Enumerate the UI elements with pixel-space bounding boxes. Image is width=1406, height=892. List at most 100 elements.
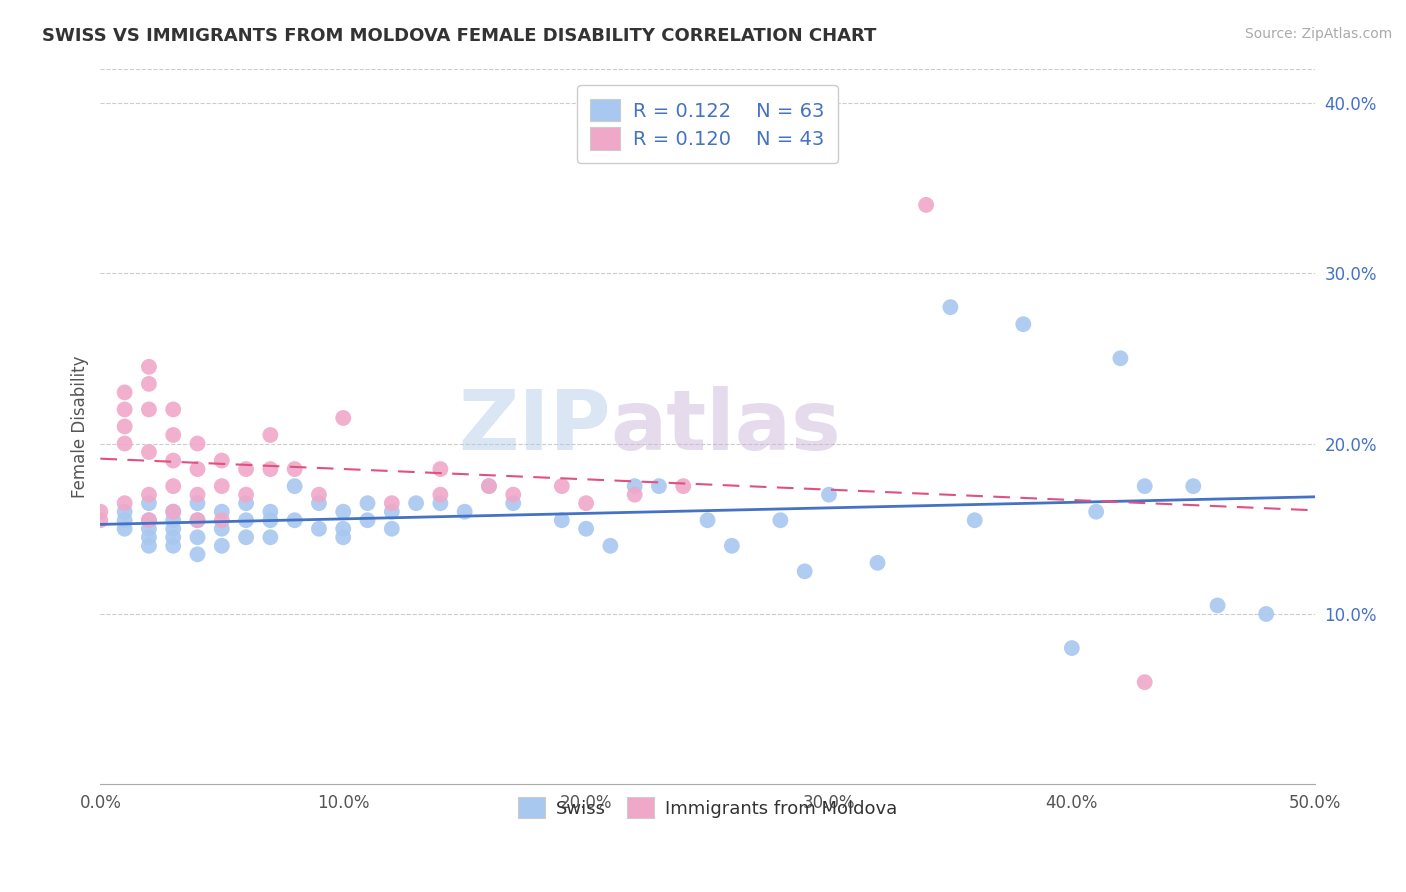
Point <box>114 385 136 400</box>
Point <box>308 522 330 536</box>
Point <box>818 488 841 502</box>
Point <box>186 513 208 527</box>
Point <box>599 539 621 553</box>
Point <box>186 530 208 544</box>
Point <box>332 530 354 544</box>
Point <box>356 496 378 510</box>
Point <box>114 436 136 450</box>
Point <box>502 496 524 510</box>
Point <box>186 513 208 527</box>
Point <box>1085 505 1108 519</box>
Point <box>1256 607 1278 621</box>
Point <box>332 522 354 536</box>
Point <box>939 300 962 314</box>
Point <box>114 402 136 417</box>
Point <box>162 513 184 527</box>
Point <box>211 479 233 493</box>
Point <box>1060 641 1083 656</box>
Point <box>478 479 501 493</box>
Point <box>696 513 718 527</box>
Point <box>623 479 645 493</box>
Point <box>235 488 257 502</box>
Point <box>162 505 184 519</box>
Point <box>429 488 451 502</box>
Point <box>284 513 307 527</box>
Point <box>259 530 281 544</box>
Point <box>211 522 233 536</box>
Point <box>259 513 281 527</box>
Point <box>332 505 354 519</box>
Point <box>575 496 598 510</box>
Point <box>89 505 111 519</box>
Point <box>429 496 451 510</box>
Point <box>235 513 257 527</box>
Point <box>186 496 208 510</box>
Point <box>138 539 160 553</box>
Point <box>1133 479 1156 493</box>
Point <box>114 496 136 510</box>
Point <box>114 513 136 527</box>
Point <box>211 513 233 527</box>
Point <box>308 496 330 510</box>
Point <box>138 522 160 536</box>
Point <box>866 556 889 570</box>
Point <box>186 547 208 561</box>
Y-axis label: Female Disability: Female Disability <box>72 355 89 498</box>
Point <box>162 530 184 544</box>
Point <box>1182 479 1205 493</box>
Point <box>259 428 281 442</box>
Point <box>138 513 160 527</box>
Point <box>162 522 184 536</box>
Point <box>648 479 671 493</box>
Point <box>138 359 160 374</box>
Point <box>332 411 354 425</box>
Point <box>381 505 404 519</box>
Point <box>138 376 160 391</box>
Point <box>259 505 281 519</box>
Point <box>138 496 160 510</box>
Point <box>453 505 475 519</box>
Point <box>1206 599 1229 613</box>
Text: atlas: atlas <box>610 386 841 467</box>
Point <box>162 402 184 417</box>
Point <box>162 453 184 467</box>
Point <box>235 462 257 476</box>
Point <box>138 530 160 544</box>
Point <box>1012 317 1035 331</box>
Point <box>162 505 184 519</box>
Point <box>308 488 330 502</box>
Point <box>356 513 378 527</box>
Point <box>963 513 986 527</box>
Point <box>138 402 160 417</box>
Point <box>1133 675 1156 690</box>
Point <box>89 513 111 527</box>
Text: ZIP: ZIP <box>458 386 610 467</box>
Point <box>259 462 281 476</box>
Point <box>381 522 404 536</box>
Point <box>138 445 160 459</box>
Point <box>162 428 184 442</box>
Point <box>186 488 208 502</box>
Point <box>502 488 524 502</box>
Point <box>915 198 938 212</box>
Point <box>381 496 404 510</box>
Point <box>672 479 695 493</box>
Point <box>235 496 257 510</box>
Point <box>186 436 208 450</box>
Point <box>793 565 815 579</box>
Point <box>114 419 136 434</box>
Point <box>138 513 160 527</box>
Point <box>405 496 427 510</box>
Text: Source: ZipAtlas.com: Source: ZipAtlas.com <box>1244 27 1392 41</box>
Point <box>186 462 208 476</box>
Point <box>720 539 742 553</box>
Point <box>211 453 233 467</box>
Point <box>623 488 645 502</box>
Point <box>1109 351 1132 366</box>
Point <box>114 522 136 536</box>
Point <box>478 479 501 493</box>
Point <box>769 513 792 527</box>
Point <box>138 488 160 502</box>
Point <box>575 522 598 536</box>
Point <box>551 479 574 493</box>
